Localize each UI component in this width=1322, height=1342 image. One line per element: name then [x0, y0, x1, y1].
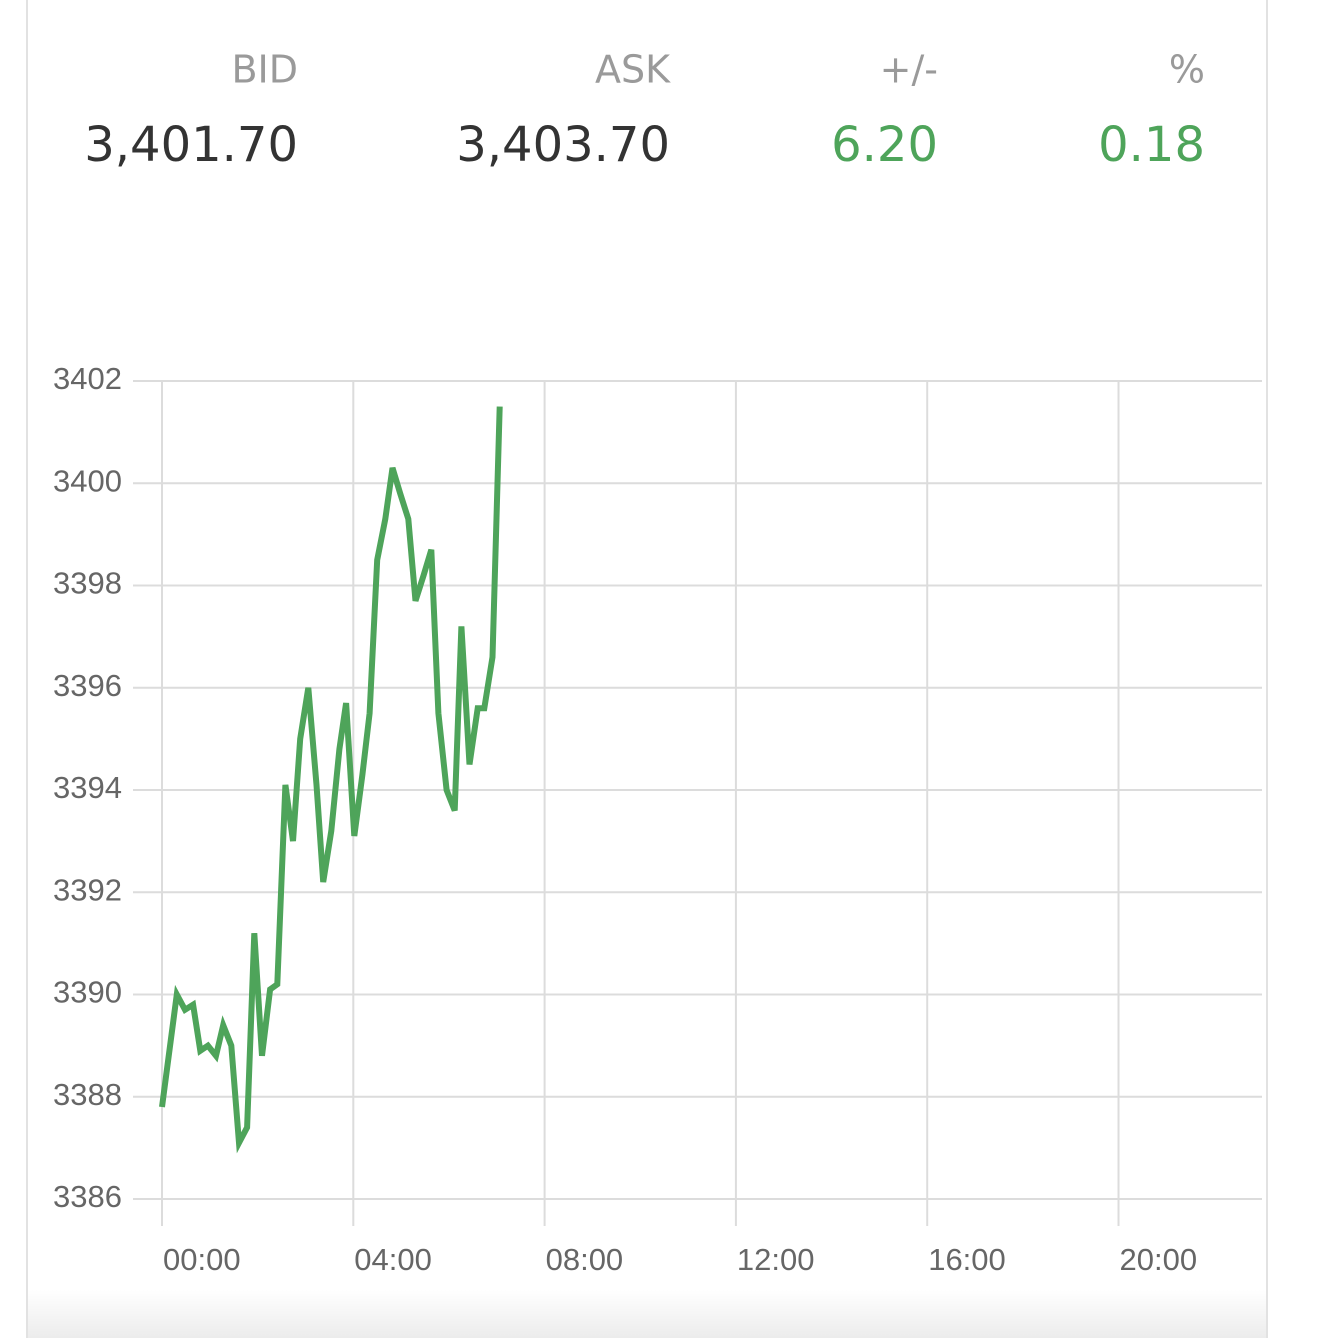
y-tick-label: 3396 — [53, 668, 122, 703]
y-tick-label: 3386 — [53, 1179, 122, 1214]
y-tick-label: 3402 — [53, 361, 122, 396]
y-tick-label: 3398 — [53, 566, 122, 601]
x-tick-label: 04:00 — [354, 1242, 432, 1277]
y-tick-label: 3390 — [53, 975, 122, 1010]
x-tick-label: 08:00 — [546, 1242, 624, 1277]
x-tick-label: 20:00 — [1120, 1242, 1198, 1277]
x-tick-label: 12:00 — [737, 1242, 815, 1277]
x-tick-label: 00:00 — [163, 1242, 241, 1277]
y-tick-label: 3400 — [53, 463, 122, 498]
quote-value: 0.18 — [1098, 117, 1205, 173]
quote-label: +/- — [880, 48, 938, 92]
x-tick-label: 16:00 — [928, 1242, 1006, 1277]
quote-label: % — [1169, 48, 1205, 92]
y-tick-label: 3388 — [53, 1077, 122, 1112]
quote-value: 3,403.70 — [456, 117, 670, 173]
quote-value: 6.20 — [831, 117, 938, 173]
quote-label: BID — [231, 48, 298, 92]
card-shadow — [27, 1290, 1267, 1338]
quote-value: 3,401.70 — [84, 117, 298, 173]
quote-label: ASK — [595, 48, 671, 92]
y-tick-label: 3394 — [53, 770, 122, 805]
price-line — [159, 406, 503, 1154]
y-tick-label: 3392 — [53, 872, 122, 907]
